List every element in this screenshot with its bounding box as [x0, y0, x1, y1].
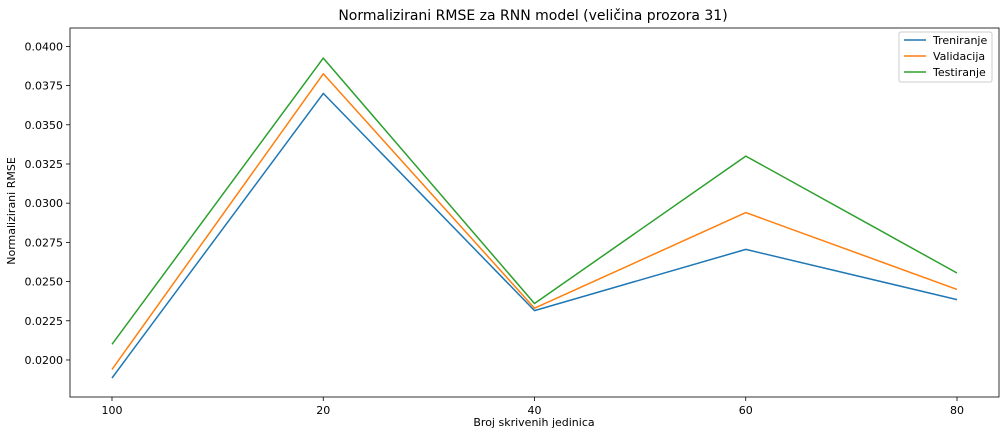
y-axis: 0.0200 0.0225 0.0250 0.0275 0.0300 0.0325 0.03…	[25, 40, 70, 367]
legend-label: Validacija	[933, 50, 985, 63]
series-line-validacija	[111, 73, 958, 370]
chart-title: Normalizirani RMSE za RNN model (veličin…	[338, 8, 727, 24]
y-tick-label: 0.0250	[25, 276, 64, 289]
y-axis-label: Normalizirani RMSE	[5, 157, 18, 265]
x-tick-label: 80	[950, 404, 964, 417]
y-tick-label: 0.0350	[25, 119, 64, 132]
legend-label: Treniranje	[932, 34, 987, 47]
y-tick-label: 0.0225	[25, 315, 64, 328]
x-tick-label: 100	[102, 404, 123, 417]
x-tick-label: 20	[316, 404, 330, 417]
x-tick-label: 40	[528, 404, 542, 417]
legend-label: Testiranje	[932, 66, 986, 79]
y-tick-label: 0.0400	[25, 40, 64, 53]
legend: Treniranje Validacija Testiranje	[898, 31, 993, 83]
x-axis: 100 20 40 60 80	[102, 397, 964, 417]
x-axis-label: Broj skrivenih jedinica	[473, 416, 594, 429]
x-tick-label: 60	[739, 404, 753, 417]
legend-box	[898, 31, 993, 83]
y-tick-label: 0.0200	[25, 354, 64, 367]
y-tick-label: 0.0275	[25, 236, 64, 249]
series-line-treniranje	[111, 92, 958, 379]
y-tick-label: 0.0300	[25, 197, 64, 210]
series-line-testiranje	[111, 57, 958, 345]
series-lines	[111, 57, 958, 379]
y-tick-label: 0.0325	[25, 158, 64, 171]
y-tick-label: 0.0375	[25, 80, 64, 93]
